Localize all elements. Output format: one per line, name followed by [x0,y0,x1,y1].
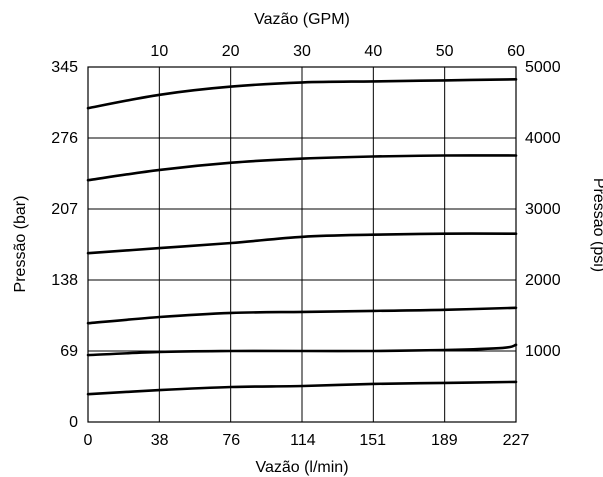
x2-tick-label: 10 [150,43,168,60]
x-tick-label: 76 [222,432,240,449]
x2-tick-label: 40 [364,43,382,60]
y2-axis-title: Pressão (psi) [590,178,603,272]
y-tick-label: 69 [60,343,78,360]
pressure-curve-3 [86,306,518,325]
pressure-curve-2 [86,343,518,357]
pressure-curve-4 [86,232,518,255]
x-tick-label: 189 [431,432,458,449]
curve-series [86,78,518,396]
x-tick-label: 0 [84,432,93,449]
x-tick-label: 151 [359,432,386,449]
x2-tick-label: 30 [293,43,311,60]
pressure-curve-6 [86,78,518,110]
x-axis-title: Vazão (l/min) [255,459,348,476]
y-tick-label: 138 [51,272,78,289]
grid-lines [88,66,517,423]
x-tick-label: 114 [290,432,316,449]
y2-tick-label: 5000 [525,59,561,76]
y2-tick-label: 4000 [525,130,561,147]
x-tick-label: 38 [151,432,169,449]
y-tick-label: 0 [69,414,78,431]
x-tick-label: 227 [503,432,530,449]
x2-axis-title: Vazão (GPM) [254,11,350,28]
y2-tick-label: 1000 [525,343,561,360]
y-tick-label: 345 [51,59,78,76]
y-tick-label: 207 [51,201,78,218]
y-tick-label: 276 [51,130,78,147]
y2-tick-label: 2000 [525,272,561,289]
tick-labels: 0 38 76 114 151 189 227 10 20 30 40 50 60 0 69 138 207 27… [51,43,560,449]
x2-tick-label: 50 [436,43,454,60]
y2-tick-label: 3000 [525,201,561,218]
x2-tick-label: 60 [507,43,525,60]
plot-frame [87,66,517,423]
x2-tick-label: 20 [222,43,240,60]
y-axis-title: Pressão (bar) [12,196,29,293]
pressure-curve-1 [86,380,518,396]
pressure-curve-5 [86,154,518,182]
